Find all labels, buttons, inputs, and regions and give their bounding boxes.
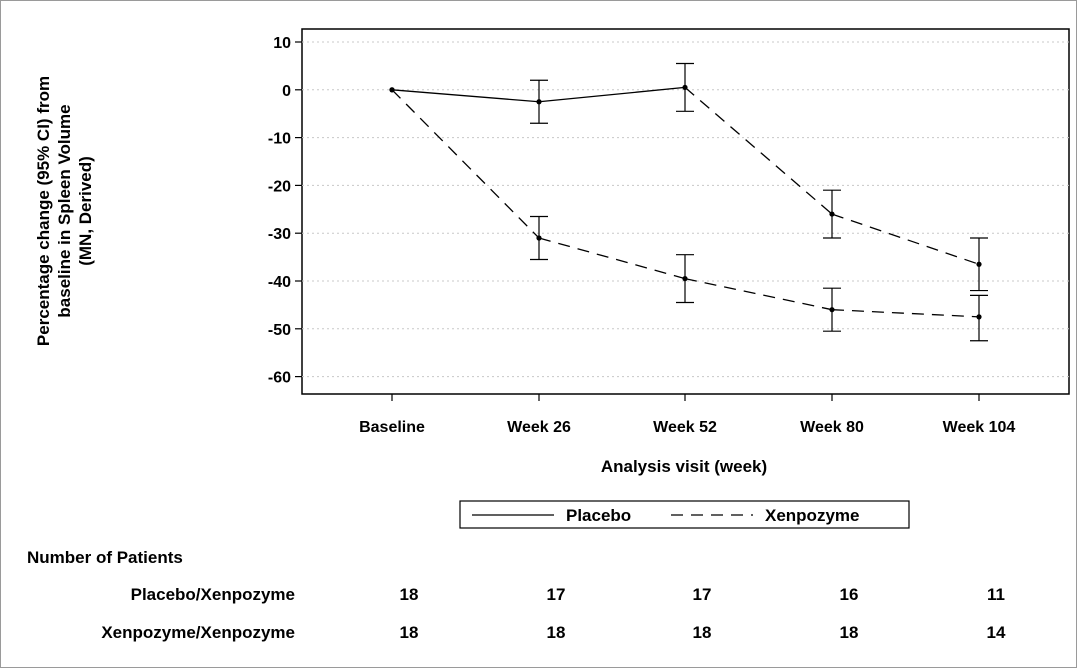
- patients-count-row1-col0: 18: [400, 623, 419, 642]
- x-tick-label-2: Week 52: [653, 419, 717, 436]
- patients-count-row1-col2: 18: [693, 623, 712, 642]
- y-tick-label-6: -50: [268, 322, 291, 339]
- series-0-point-2: [682, 84, 688, 91]
- series-layer: [389, 62, 988, 342]
- series-0-point-4: [976, 261, 982, 267]
- patients-count-row1-col3: 18: [840, 623, 859, 642]
- patients-table-title: Number of Patients: [27, 548, 183, 567]
- series-0-point-1: [536, 99, 542, 105]
- series-1-point-1: [536, 235, 542, 241]
- patients-count-row0-col4: 11: [987, 585, 1005, 604]
- patients-table-counts: 18 17 17 16 11 18 18 18 18 14: [400, 585, 1006, 642]
- y-axis-title-line-1: Percentage change (95% CI) from: [34, 76, 53, 346]
- series-1-point-3: [829, 307, 835, 313]
- patients-count-row0-col3: 16: [840, 585, 859, 604]
- y-axis-title-line-2: baseline in Spleen Volume: [55, 104, 74, 317]
- y-tick-label-1: 0: [282, 83, 291, 100]
- patients-row-label-xenpozyme: Xenpozyme/Xenpozyme: [101, 623, 295, 642]
- series-1: [389, 87, 988, 342]
- legend-label-placebo: Placebo: [566, 506, 631, 525]
- patients-count-row0-col1: 17: [547, 585, 566, 604]
- x-axis-title: Analysis visit (week): [601, 457, 767, 476]
- series-1-segment-1: [538, 237, 686, 280]
- y-tick-label-0: 10: [273, 35, 291, 52]
- y-tick-label-2: -10: [268, 131, 291, 148]
- legend: Placebo Xenpozyme: [459, 500, 910, 529]
- series-0-segment-3: [831, 213, 980, 265]
- y-tick-label-7: -60: [268, 370, 291, 387]
- series-0: [389, 62, 988, 292]
- series-0-segment-1: [538, 86, 686, 103]
- patients-count-row0-col2: 17: [693, 585, 712, 604]
- y-tick-label-5: -40: [268, 274, 291, 291]
- series-1-segment-0: [391, 89, 540, 239]
- patients-row-label-placebo: Placebo/Xenpozyme: [131, 585, 295, 604]
- patients-table: Number of Patients Placebo/Xenpozyme Xen…: [27, 548, 1006, 642]
- patients-count-row1-col4: 14: [987, 623, 1006, 642]
- series-0-segment-0: [391, 89, 540, 103]
- y-tick-label-4: -30: [268, 226, 291, 243]
- x-tick-label-3: Week 80: [800, 419, 864, 436]
- x-tick-label-0: Baseline: [359, 419, 425, 436]
- legend-label-xenpozyme: Xenpozyme: [765, 506, 859, 525]
- patients-count-row0-col0: 18: [400, 585, 419, 604]
- series-0-point-3: [829, 211, 835, 217]
- series-1-point-2: [682, 276, 688, 282]
- series-1-point-4: [976, 314, 982, 320]
- patients-count-row1-col1: 18: [547, 623, 566, 642]
- x-tick-label-1: Week 26: [507, 419, 571, 436]
- x-tick-label-4: Week 104: [943, 419, 1016, 436]
- series-1-segment-3: [831, 309, 980, 318]
- y-axis-title-line-3: (MN, Derived): [76, 156, 95, 266]
- series-1-segment-2: [684, 277, 833, 311]
- series-1-point-0: [389, 87, 395, 93]
- series-0-segment-2: [684, 86, 833, 215]
- x-axis: Baseline Week 26 Week 52 Week 80 Week 104: [359, 394, 1015, 436]
- y-axis-title: Percentage change (95% CI) from baseline…: [34, 76, 95, 346]
- y-tick-label-3: -20: [268, 178, 291, 195]
- y-axis: 10 0 -10 -20 -30 -40 -50 -60: [268, 35, 302, 387]
